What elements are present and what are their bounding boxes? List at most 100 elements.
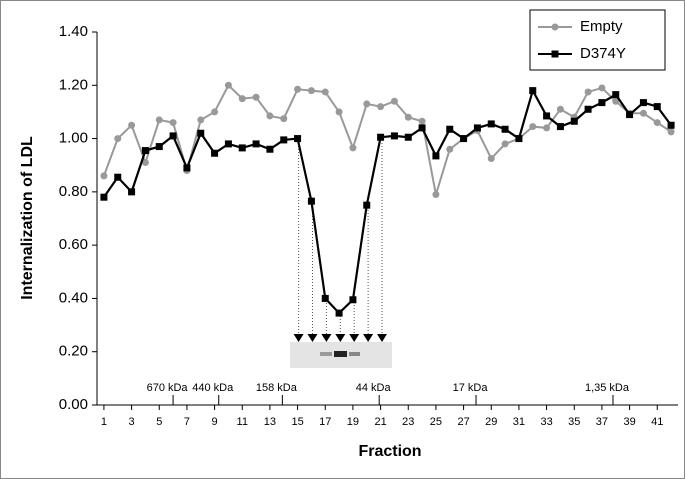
point: [252, 93, 260, 101]
x-tick-label: 11: [237, 416, 248, 428]
point: [584, 88, 592, 96]
point: [307, 87, 315, 95]
point: [183, 164, 191, 172]
point: [639, 109, 647, 117]
y-tick-label: 1.20: [59, 76, 88, 93]
point: [501, 125, 509, 133]
point: [321, 88, 329, 96]
point: [446, 145, 454, 153]
point: [377, 133, 385, 141]
point: [626, 111, 634, 119]
blot: [290, 140, 392, 368]
point: [556, 105, 564, 113]
point: [169, 119, 177, 127]
point: [100, 193, 108, 201]
point: [294, 135, 302, 143]
annotation: 158 kDa: [256, 382, 298, 394]
point: [460, 135, 468, 143]
point: [266, 145, 274, 153]
x-tick-label: 31: [513, 416, 525, 428]
series-line: [102, 83, 672, 195]
point: [307, 197, 315, 205]
point: [363, 100, 371, 108]
point: [155, 116, 163, 124]
y-tick-label: 1.00: [59, 130, 88, 147]
x-tick-label: 23: [402, 416, 414, 428]
x-tick-label: 17: [319, 416, 331, 428]
point: [252, 140, 260, 148]
point: [114, 173, 122, 181]
point: [667, 128, 675, 136]
x-tick-label: 7: [184, 416, 190, 428]
x-tick-label: 29: [485, 416, 497, 428]
point: [100, 172, 108, 180]
legend-marker: [551, 50, 559, 58]
x-axis-title: Fraction: [358, 443, 421, 460]
point: [584, 105, 592, 113]
point: [197, 129, 205, 137]
point: [224, 140, 232, 148]
point: [335, 108, 343, 116]
point: [404, 133, 412, 141]
point: [667, 121, 675, 129]
annotation: 670 kDa: [147, 382, 189, 394]
point: [335, 309, 343, 317]
y-tick-label: 0.60: [59, 236, 88, 253]
point: [169, 132, 177, 140]
x-tick-label: 19: [347, 416, 359, 428]
point: [404, 113, 412, 121]
point: [280, 115, 288, 123]
x-tick-label: 21: [374, 416, 386, 428]
x-tick-label: 39: [623, 416, 635, 428]
point: [197, 116, 205, 124]
point: [377, 103, 385, 111]
point: [128, 188, 136, 196]
point: [432, 191, 440, 199]
x-tick-label: 27: [457, 416, 469, 428]
point: [390, 132, 398, 140]
point: [418, 117, 426, 125]
point: [529, 87, 537, 95]
point: [487, 155, 495, 163]
point: [639, 99, 647, 107]
x-tick-label: 5: [156, 416, 162, 428]
point: [556, 123, 564, 131]
point: [349, 144, 357, 152]
y-tick-label: 0.80: [59, 183, 88, 200]
point: [155, 143, 163, 151]
point: [529, 123, 537, 131]
x-tick-label: 25: [430, 416, 442, 428]
point: [294, 85, 302, 93]
legend-marker: [551, 23, 559, 31]
x-tick-label: 41: [651, 416, 663, 428]
annotation: 44 kDa: [356, 382, 392, 394]
point: [363, 201, 371, 209]
point: [349, 296, 357, 304]
x-tick-label: 35: [568, 416, 580, 428]
point: [473, 124, 481, 132]
point: [224, 81, 232, 89]
point: [141, 147, 149, 155]
point: [321, 294, 329, 302]
y-axis-title: Internalization of LDL: [19, 136, 36, 300]
point: [543, 112, 551, 120]
point: [570, 117, 578, 125]
y-tick-label: 0.20: [59, 343, 88, 360]
x-tick-label: 37: [596, 416, 608, 428]
annotation: 17 kDa: [453, 382, 489, 394]
point: [501, 140, 509, 148]
point: [612, 91, 620, 99]
point: [141, 159, 149, 167]
point: [432, 152, 440, 160]
point: [211, 149, 219, 157]
x-tick-label: 33: [540, 416, 552, 428]
legend-label: D374Y: [580, 45, 626, 62]
x-tick-label: 1: [101, 416, 107, 428]
x-tick-label: 15: [291, 416, 303, 428]
point: [487, 120, 495, 128]
point: [114, 135, 122, 143]
point: [653, 119, 661, 127]
y-tick-label: 0.00: [59, 396, 88, 413]
point: [390, 97, 398, 105]
